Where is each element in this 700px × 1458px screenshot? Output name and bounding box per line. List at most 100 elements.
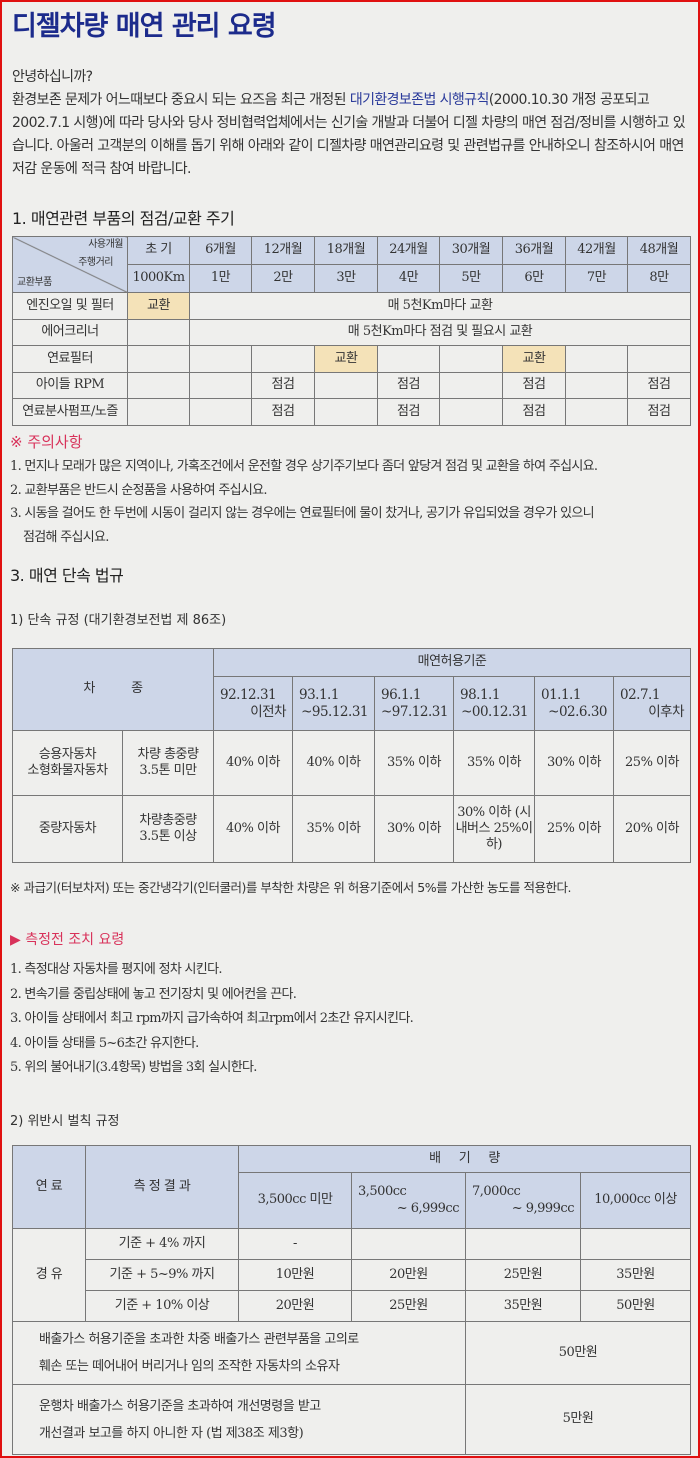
interval-note: 매 5천Km마다 점검 및 필요시 교환 bbox=[189, 318, 691, 347]
fine-value: 25만원 bbox=[351, 1290, 466, 1322]
limit-value: 40% 이하 bbox=[213, 730, 293, 796]
limit-value: 25% 이하 bbox=[534, 795, 614, 863]
displacement-col: 10,000cc 이상 bbox=[579, 1172, 692, 1229]
distance-header: 4만 bbox=[377, 264, 440, 293]
month-header: 36개월 bbox=[502, 236, 566, 265]
cell-text: 93.1.1 bbox=[299, 686, 339, 703]
fine-value: - bbox=[238, 1228, 352, 1260]
table-cell: 점검 bbox=[251, 398, 315, 426]
corner-mid: 주행거리 bbox=[78, 257, 113, 268]
table-row: 92.12.31 이전차 93.1.1 ~95.12.31 96.1.1 ~97.12.3… bbox=[13, 676, 692, 731]
distance-header: 3만 bbox=[314, 264, 378, 293]
table-cell: 교환 bbox=[502, 345, 566, 373]
displacement-header: 배 기 량 bbox=[237, 1145, 692, 1173]
vehicle-type: 중량자동차 bbox=[12, 795, 123, 863]
cell-text: 10,000cc 이상 bbox=[594, 1192, 677, 1208]
intro-p1: 환경보존 문제가 어느때보다 중요시 되는 요즈음 최근 개정된 bbox=[12, 92, 350, 108]
cell-text: 승용자동차 bbox=[38, 746, 97, 762]
cell-text: ~02.6.30 bbox=[548, 703, 607, 720]
month-header: 24개월 bbox=[377, 236, 440, 265]
cell-text: 7,000cc bbox=[472, 1184, 521, 1200]
prep-item: 2. 변속기를 중립상태에 놓고 전기장치 및 에어컨을 끈다. bbox=[10, 986, 297, 1002]
caution-item: 2. 교환부품은 반드시 순정품을 사용하여 주십시요. bbox=[10, 482, 268, 498]
table-cell bbox=[127, 318, 190, 347]
table-cell: 점검 bbox=[377, 398, 440, 426]
distance-header: 8만 bbox=[627, 264, 691, 293]
month-header: 18개월 bbox=[314, 236, 378, 265]
prep-item: 5. 위의 불어내기(3.4항목) 방법을 3회 실시한다. bbox=[10, 1060, 257, 1075]
displacement-col: 3,500cc ~ 6,999cc bbox=[351, 1172, 466, 1229]
part-name: 연료필터 bbox=[12, 345, 128, 373]
table-row: 차 종 매연허용기준 bbox=[12, 648, 692, 731]
caution-item: 점검해 주십시요. bbox=[23, 529, 109, 545]
cell-text: 소형화물자동차 bbox=[27, 763, 108, 778]
result-range: 기준 + 5~9% 까지 bbox=[85, 1259, 239, 1291]
table-row: 기준 + 5~9% 까지 10만원 20만원 25만원 35만원 bbox=[13, 1259, 692, 1291]
fine-value: 50만원 bbox=[464, 1321, 692, 1385]
table-cell: 교환 bbox=[127, 292, 190, 320]
table-cell: 점검 bbox=[502, 398, 566, 426]
prep-item: 1. 측정대상 자동차를 평지에 정차 시킨다. bbox=[10, 962, 222, 977]
fuel-header: 연 료 bbox=[12, 1145, 86, 1229]
limit-value: 35% 이하 bbox=[453, 730, 535, 796]
fuel-type: 경 유 bbox=[12, 1228, 86, 1322]
period-header: 01.1.1 ~02.6.30 bbox=[534, 676, 614, 731]
distance-header: 1000Km bbox=[127, 264, 190, 293]
table-row: 에어크리너 매 5천Km마다 점검 및 필요시 교환 bbox=[12, 318, 691, 347]
standard-header: 매연허용기준 bbox=[212, 648, 692, 677]
inspection-table: 사용개월 주행거리 교환부품 초 기 6개월 12개월 18개월 24개월 30개월 36개월 42… bbox=[12, 236, 691, 426]
part-name: 에어크리너 bbox=[12, 318, 128, 347]
footnote: ※ 과급기(터보차저) 또는 중간냉각기(인터쿨러)를 부착한 차량은 위 허용… bbox=[10, 880, 572, 895]
cell-text: 96.1.1 bbox=[381, 686, 421, 703]
limit-value: 30% 이하 bbox=[534, 730, 614, 796]
table-cell bbox=[439, 398, 503, 426]
table-cell: 점검 bbox=[502, 371, 566, 400]
caution-title: ※ 주의사항 bbox=[10, 433, 83, 451]
table-cell bbox=[189, 345, 252, 373]
cell-text: 개선결과 보고를 하지 아니한 자 (법 제38조 제3항) bbox=[39, 1425, 304, 1441]
displacement-col: 3,500cc 미만 bbox=[238, 1172, 352, 1229]
cell-text: 운행차 배출가스 허용기준을 초과하여 개선명령을 받고 bbox=[39, 1398, 321, 1414]
emission-standard-table: 차 종 매연허용기준 92.12.31 이전차 93.1.1 ~95.12.31 96.1.… bbox=[12, 648, 692, 863]
table-cell: 점검 bbox=[377, 371, 440, 400]
cell-text: 98.1.1 bbox=[460, 686, 500, 703]
fine-value: 50만원 bbox=[579, 1290, 692, 1322]
fine-value: 20만원 bbox=[238, 1290, 352, 1322]
month-header: 6개월 bbox=[189, 236, 252, 265]
table-row: 기준 + 10% 이상 20만원 25만원 35만원 50만원 bbox=[13, 1290, 692, 1322]
prep-item: 4. 아이들 상태를 5~6초간 유지한다. bbox=[10, 1035, 199, 1051]
result-range: 기준 + 4% 까지 bbox=[85, 1228, 239, 1260]
table-row: 사용개월 주행거리 교환부품 초 기 6개월 12개월 18개월 24개월 30개월 36개월 42… bbox=[12, 236, 691, 293]
month-header: 30개월 bbox=[439, 236, 503, 265]
limit-value: 30% 이하 (시내버스 25%이하) bbox=[453, 795, 535, 863]
fine-value bbox=[579, 1228, 692, 1260]
cell-text: ~ 9,999cc bbox=[511, 1200, 575, 1216]
cell-text: 배출가스 허용기준을 초과한 차중 배출가스 관련부품을 고의로 bbox=[39, 1332, 359, 1347]
period-header: 02.7.1 이후차 bbox=[612, 676, 692, 731]
distance-header: 6만 bbox=[502, 264, 566, 293]
cell-text: 3.5톤 이상 bbox=[139, 829, 197, 844]
limit-value: 40% 이하 bbox=[292, 730, 375, 796]
table-cell bbox=[189, 398, 252, 426]
fine-value: 20만원 bbox=[351, 1259, 466, 1291]
table-cell bbox=[439, 345, 503, 373]
table-cell bbox=[377, 345, 440, 373]
table-cell: 교환 bbox=[314, 345, 378, 373]
table-cell: 점검 bbox=[627, 371, 691, 400]
vehicle-weight: 차량총중량 3.5톤 이상 bbox=[122, 795, 214, 863]
caution-item: 3. 시동을 걸어도 한 두번에 시동이 걸리지 않는 경우에는 연료필터에 물… bbox=[10, 506, 595, 521]
cell-text: ~ 6,999cc bbox=[396, 1200, 460, 1216]
table-cell bbox=[314, 398, 378, 426]
distance-header: 2만 bbox=[251, 264, 315, 293]
table-cell bbox=[127, 398, 190, 426]
section3-heading: 3. 매연 단속 법규 bbox=[10, 566, 124, 585]
cell-text: 92.12.31 bbox=[220, 686, 277, 703]
corner-header: 사용개월 주행거리 교환부품 bbox=[12, 236, 128, 293]
cell-text: 차량 총중량 bbox=[137, 746, 199, 762]
limit-value: 40% 이하 bbox=[213, 795, 293, 863]
table-cell: 점검 bbox=[627, 398, 691, 426]
fine-value bbox=[351, 1228, 466, 1260]
table-cell bbox=[251, 345, 315, 373]
caution-list: 1. 먼지나 모래가 많은 지역이나, 가혹조건에서 운전할 경우 상기주기보다… bbox=[10, 455, 696, 549]
